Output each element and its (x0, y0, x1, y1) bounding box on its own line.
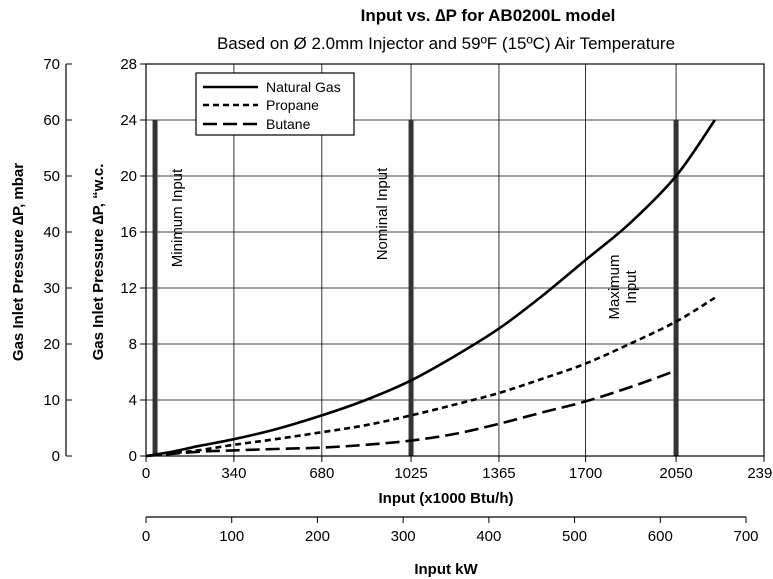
x-tick-label: 1365 (482, 465, 515, 482)
marker-label-maximum-input-line1: Maximum (606, 254, 623, 319)
mbar-tick-label: 20 (43, 336, 60, 353)
x-tick-label: 680 (309, 465, 334, 482)
x-tick-label: 340 (221, 465, 246, 482)
y-tick-label: 12 (120, 280, 137, 297)
axes: 0340680102513651700205023900481216202428… (43, 56, 773, 545)
y-tick-label: 20 (120, 168, 137, 185)
kw-tick-label: 700 (733, 528, 758, 545)
legend: Natural Gas Propane Butane (195, 72, 355, 136)
y-axis-label-wc: Gas Inlet Pressure ∆P, “w.c. (90, 164, 107, 361)
series-lines (145, 119, 716, 458)
marker-label-nominal-input: Nominal Input (374, 167, 391, 260)
y-axis-label-mbar: Gas Inlet Pressure ∆P, mbar (10, 163, 27, 361)
y-tick-label: 4 (129, 392, 137, 409)
series-line-propane (145, 296, 716, 458)
marker-label-minimum-input: Minimum Input (169, 168, 186, 267)
kw-tick-label: 400 (476, 528, 501, 545)
mbar-tick-label: 0 (52, 448, 60, 465)
x-axis-label: Input (x1000 Btu/h) (378, 490, 513, 507)
kw-tick-label: 200 (305, 528, 330, 545)
mbar-tick-label: 10 (43, 392, 60, 409)
series-line-natural-gas (145, 119, 716, 458)
mbar-tick-label: 70 (43, 56, 60, 73)
chart-subtitle: Based on Ø 2.0mm Injector and 59ºF (15ºC… (217, 34, 675, 53)
x-tick-label: 1700 (569, 465, 602, 482)
y-tick-label: 16 (120, 224, 137, 241)
mbar-tick-label: 60 (43, 112, 60, 129)
y-tick-label: 0 (129, 448, 137, 465)
series-line-butane (145, 369, 677, 458)
kw-tick-label: 300 (391, 528, 416, 545)
kw-tick-label: 0 (142, 528, 150, 545)
legend-box (195, 72, 355, 136)
kw-tick-label: 500 (562, 528, 587, 545)
plot-frame (145, 63, 765, 457)
x-tick-label: 1025 (394, 465, 427, 482)
kw-tick-label: 600 (648, 528, 673, 545)
x-tick-label: 2050 (659, 465, 692, 482)
y-tick-label: 8 (129, 336, 137, 353)
legend-label-natural-gas: Natural Gas (266, 79, 341, 95)
legend-label-butane: Butane (266, 116, 311, 132)
x-axis-label-kw: Input kW (414, 561, 478, 578)
chart-title: Input vs. ∆P for AB0200L model (361, 6, 616, 25)
mbar-tick-label: 30 (43, 280, 60, 297)
y-tick-label: 28 (120, 56, 137, 73)
legend-label-propane: Propane (266, 97, 319, 113)
mbar-tick-label: 40 (43, 224, 60, 241)
marker-label-maximum-input-line2: Input (623, 269, 640, 303)
y-tick-label: 24 (120, 112, 137, 129)
mbar-tick-label: 50 (43, 168, 60, 185)
kw-tick-label: 100 (219, 528, 244, 545)
x-tick-label: 0 (142, 465, 150, 482)
